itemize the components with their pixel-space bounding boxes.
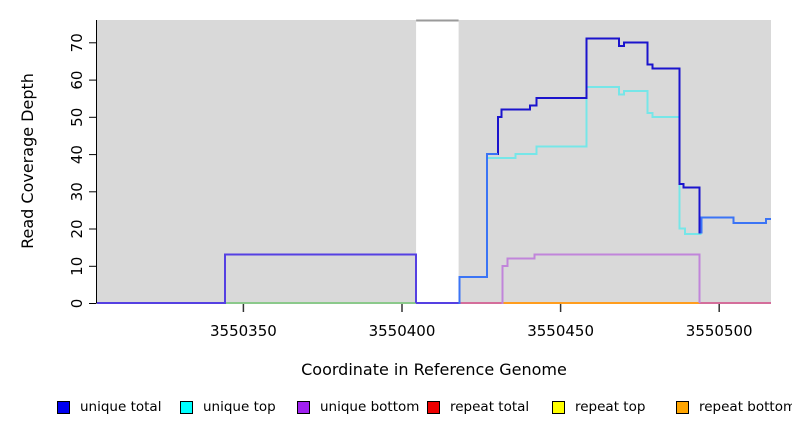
series-layer — [97, 37, 771, 304]
legend-swatch-icon — [427, 400, 440, 414]
y-axis-tick-label: 40 — [68, 145, 86, 164]
series-unique-total-overlap-top-b — [700, 216, 771, 234]
y-axis-tick-label: 70 — [68, 33, 86, 52]
legend-label: repeat total — [450, 399, 530, 415]
y-axis-tick-label: 10 — [68, 257, 86, 276]
legend-item-unique-top: unique top — [180, 398, 276, 416]
legend-item-unique-bottom: unique bottom — [297, 398, 419, 416]
legend-label: unique total — [80, 399, 162, 415]
axes-layer: 0 10 20 30 40 50 60 70 3550350 3550400 3550450 3550… — [68, 20, 753, 340]
x-axis-tick-label: 3550400 — [369, 322, 436, 340]
plot-background-layer — [97, 19, 771, 303]
legend-swatch-icon — [57, 400, 70, 414]
legend-swatch-icon — [180, 400, 193, 414]
legend-swatch-icon — [552, 400, 565, 414]
legend-label: repeat bottom — [699, 399, 792, 415]
legend-item-repeat-bottom: repeat bottom — [676, 398, 792, 416]
y-axis-tick-label: 0 — [68, 299, 86, 309]
y-axis-title: Read Coverage Depth — [18, 73, 37, 249]
y-axis-tick-label: 20 — [68, 219, 86, 238]
legend-item-repeat-total: repeat total — [427, 398, 529, 416]
series-unique-bottom-right — [501, 253, 701, 304]
x-axis-tick-label: 3550500 — [686, 322, 753, 340]
no-data-gap — [416, 20, 459, 303]
x-axis-tick-label: 3550350 — [210, 322, 277, 340]
legend-item-repeat-top: repeat top — [552, 398, 645, 416]
legend-label: unique top — [203, 399, 276, 415]
legend-swatch-icon — [297, 400, 310, 414]
y-axis-tick-label: 30 — [68, 182, 86, 201]
legend-label: repeat top — [575, 399, 646, 415]
legend: unique total unique top unique bottom repea… — [0, 398, 792, 420]
series-unique-bottom-left-rect — [223, 253, 417, 304]
y-axis-tick-label: 60 — [68, 71, 86, 90]
x-axis-tick-label: 3550450 — [527, 322, 594, 340]
x-axis-title: Coordinate in Reference Genome — [301, 360, 567, 379]
legend-label: unique bottom — [320, 399, 420, 415]
legend-item-unique-total: unique total — [57, 398, 161, 416]
series-unique-total-overlap-top-a — [458, 153, 499, 304]
legend-swatch-icon — [676, 400, 689, 414]
y-axis-tick-label: 50 — [68, 108, 86, 127]
